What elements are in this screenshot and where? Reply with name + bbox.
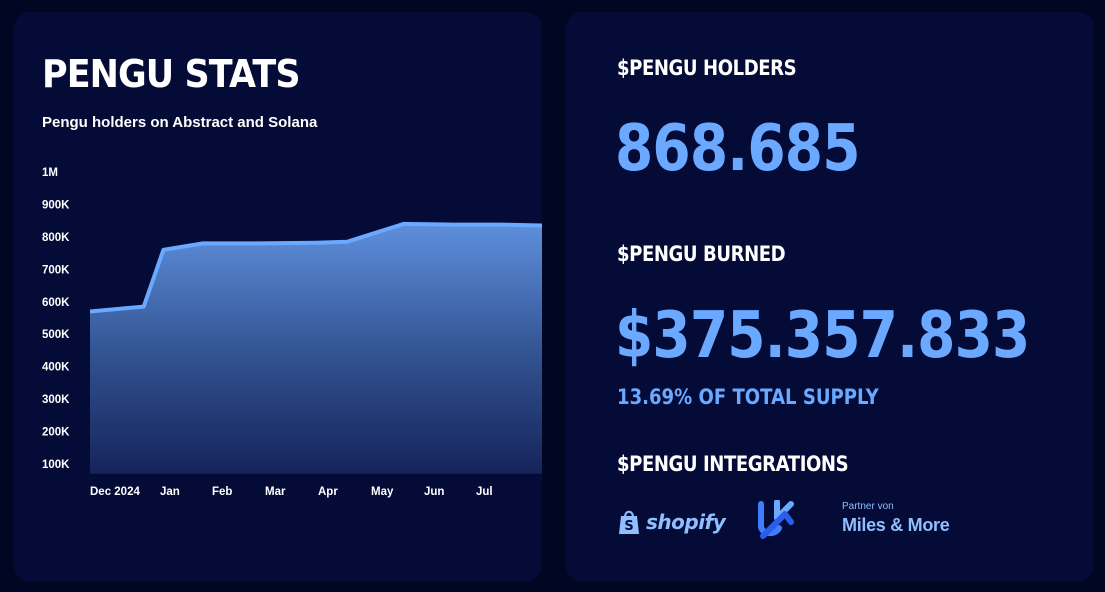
x-tick-label: May	[371, 486, 394, 498]
burned-value: $375.357.833	[615, 299, 1030, 373]
x-tick-label: Jan	[160, 486, 180, 498]
y-tick-label: 200K	[42, 427, 70, 439]
holders-area-chart: 1M 900K 800K 700K 600K 500K 400K 300K 200K 100K D…	[42, 167, 542, 498]
holders-heading: $PENGU HOLDERS	[617, 56, 797, 80]
miles-wordmark: Miles & More	[842, 515, 950, 535]
miles-partner-label: Partner von	[842, 501, 894, 512]
y-tick-label: 1M	[42, 167, 58, 179]
abstract-logo-icon[interactable]	[755, 500, 799, 540]
x-tick-label: Dec 2024	[90, 486, 140, 498]
y-tick-label: 700K	[42, 264, 70, 276]
x-tick-label: Jul	[476, 486, 493, 498]
y-tick-label: 600K	[42, 297, 70, 309]
chart-title: PENGU STATS	[42, 52, 301, 96]
x-tick-label: Feb	[212, 486, 232, 498]
integrations-logos: S shopify Partner von Miles & More	[617, 500, 1057, 544]
pengu-metrics-card: $PENGU HOLDERS 868.685 $PENGU BURNED $37…	[566, 12, 1094, 582]
holders-value: 868.685	[615, 112, 861, 186]
integrations-heading: $PENGU INTEGRATIONS	[617, 452, 849, 476]
y-tick-label: 500K	[42, 329, 70, 341]
y-tick-label: 400K	[42, 362, 70, 374]
pengu-stats-card: PENGU STATS Pengu holders on Abstract an…	[14, 12, 542, 582]
holders-area	[90, 223, 542, 474]
x-tick-label: Apr	[318, 486, 338, 498]
miles-and-more-logo[interactable]: Partner von Miles & More	[842, 501, 950, 537]
x-tick-label: Mar	[265, 486, 286, 498]
svg-text:S: S	[624, 519, 633, 534]
y-tick-label: 300K	[42, 394, 70, 406]
y-tick-label: 900K	[42, 199, 70, 211]
y-tick-label: 100K	[42, 459, 70, 471]
x-tick-label: Jun	[424, 486, 444, 498]
shopify-logo[interactable]: S shopify	[617, 504, 726, 540]
shopify-bag-icon: S	[619, 510, 639, 534]
chart-subtitle: Pengu holders on Abstract and Solana	[42, 114, 318, 131]
supply-note: 13.69% OF TOTAL SUPPLY	[617, 385, 879, 409]
burned-heading: $PENGU BURNED	[617, 242, 786, 266]
holders-line	[89, 221, 542, 314]
shopify-wordmark: shopify	[646, 510, 726, 534]
y-tick-label: 800K	[42, 232, 70, 244]
